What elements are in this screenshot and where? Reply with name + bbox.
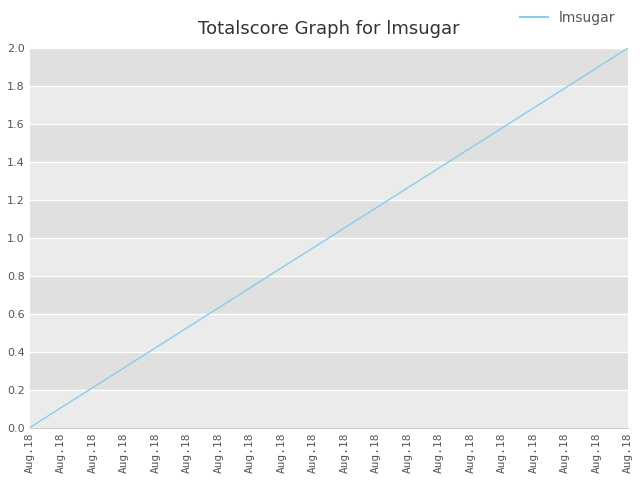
lmsugar [175, 330, 183, 336]
lmsugar [145, 349, 153, 355]
lmsugar [534, 102, 542, 108]
Bar [29, 238, 628, 276]
lmsugar [86, 387, 93, 393]
Legend: lmsugar: lmsugar [515, 6, 621, 31]
lmsugar [475, 140, 483, 146]
lmsugar [624, 45, 632, 51]
lmsugar [56, 406, 63, 411]
lmsugar [26, 425, 33, 431]
lmsugar [504, 121, 512, 127]
lmsugar [445, 159, 452, 165]
Bar [29, 276, 628, 314]
Bar [29, 48, 628, 86]
lmsugar [385, 197, 392, 203]
lmsugar [265, 273, 273, 279]
Bar [29, 124, 628, 162]
lmsugar [415, 178, 422, 184]
lmsugar [205, 311, 213, 317]
Bar [29, 390, 628, 428]
Bar [29, 200, 628, 238]
lmsugar [115, 368, 123, 373]
Bar [29, 162, 628, 200]
lmsugar [235, 292, 243, 298]
Bar [29, 352, 628, 390]
lmsugar [564, 83, 572, 89]
lmsugar [295, 254, 303, 260]
lmsugar [355, 216, 363, 222]
lmsugar [595, 64, 602, 70]
Line: lmsugar: lmsugar [29, 48, 628, 428]
lmsugar [325, 235, 333, 241]
Bar [29, 314, 628, 352]
Bar [29, 86, 628, 124]
Title: Totalscore Graph for lmsugar: Totalscore Graph for lmsugar [198, 20, 460, 38]
